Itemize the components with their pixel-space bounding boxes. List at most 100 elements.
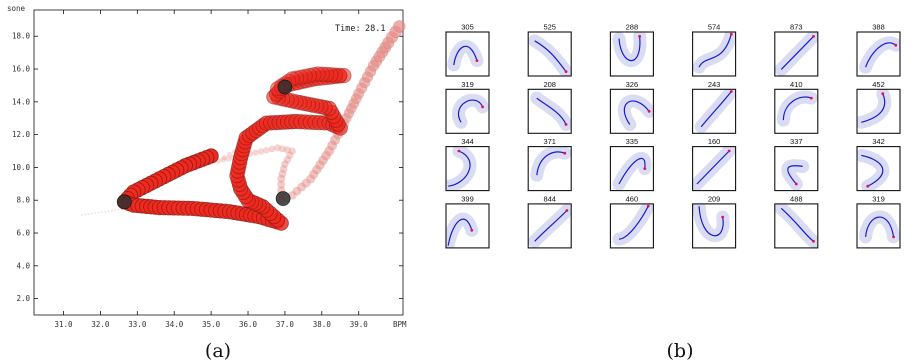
trajectory-curve bbox=[782, 96, 812, 121]
thumbnail-label: 335 bbox=[626, 137, 639, 146]
trajectory-endpoint bbox=[457, 149, 461, 153]
caption-a: (a) bbox=[205, 340, 231, 362]
highlight-point bbox=[277, 79, 293, 95]
thumbnail-plot bbox=[774, 32, 818, 76]
trajectory-endpoint bbox=[812, 239, 815, 243]
trajectory-curve bbox=[448, 150, 471, 187]
trail-point bbox=[279, 165, 288, 174]
trajectory-halo bbox=[528, 34, 572, 76]
trajectory-curve bbox=[618, 205, 649, 240]
trajectory-curve bbox=[536, 151, 565, 176]
x-tick-label: 34.0 bbox=[165, 320, 184, 329]
trail-point bbox=[277, 174, 286, 183]
thumbnail-frame bbox=[445, 31, 490, 77]
trail-point bbox=[225, 155, 232, 162]
x-axis-a: 31.0 32.0 33.0 34.0 35.0 36.0 37.0 38.0 39.0 bbox=[54, 10, 368, 329]
thumbnail-frame bbox=[609, 203, 654, 249]
trajectory-halo bbox=[452, 93, 489, 129]
trajectory-endpoint bbox=[564, 70, 568, 73]
thumbnail-plot bbox=[446, 212, 479, 248]
thumbnail-frame bbox=[609, 88, 654, 134]
thumbnail-label: 208 bbox=[543, 80, 556, 89]
thumbnail-frame bbox=[856, 146, 901, 192]
trail-point bbox=[292, 186, 302, 196]
thumbnail-frame bbox=[856, 31, 901, 77]
trajectory-endpoint bbox=[809, 96, 813, 100]
trajectory-curve bbox=[787, 165, 803, 185]
thumbnail-plot bbox=[612, 151, 652, 191]
main-series bbox=[116, 66, 352, 231]
x-tick-label: 33.0 bbox=[128, 320, 147, 329]
thumbnail-frame bbox=[445, 88, 490, 134]
trail-point bbox=[288, 147, 297, 155]
thumbnail-panel: 844 bbox=[527, 194, 572, 249]
trail-point bbox=[114, 209, 116, 211]
thumbnail-panel: 488 bbox=[774, 194, 819, 249]
trajectory-endpoint bbox=[646, 204, 650, 208]
trajectory-endpoint bbox=[729, 90, 733, 93]
thumbnail-plot bbox=[530, 91, 572, 131]
y-tick-label: 16.0 bbox=[12, 65, 31, 74]
trajectory-curve bbox=[865, 42, 897, 68]
chart-b: 305 525 288 574 873 388 319 208 326 243 410 452 344 3… bbox=[445, 23, 901, 249]
thumbnail-panel: 305 bbox=[445, 23, 490, 77]
trajectory-curve bbox=[534, 40, 567, 72]
trajectory-endpoint bbox=[647, 109, 651, 113]
caption-b: (b) bbox=[667, 340, 694, 362]
thumbnail-frame bbox=[692, 146, 737, 192]
trail-point bbox=[273, 144, 282, 152]
trajectory-halo bbox=[447, 40, 484, 72]
trail-point bbox=[104, 210, 107, 213]
trajectory-endpoint bbox=[470, 228, 474, 232]
thumbnail-panel: 452 bbox=[856, 80, 901, 134]
thumbnail-label: 371 bbox=[543, 137, 556, 146]
trajectory-halo bbox=[692, 203, 730, 243]
thumbnail-frame bbox=[774, 88, 819, 134]
highlight-series bbox=[117, 79, 293, 210]
thumbnail-label: 305 bbox=[461, 23, 474, 32]
time-annotation: Time: 28.1 bbox=[335, 24, 385, 34]
trail-point bbox=[117, 208, 120, 211]
thumbnail-label: 388 bbox=[872, 23, 885, 32]
trajectory-endpoint bbox=[727, 149, 731, 153]
thumbnail-frame bbox=[692, 203, 737, 249]
thumbnail-panel: 160 bbox=[692, 137, 737, 192]
y-tick-label: 10.0 bbox=[12, 163, 31, 172]
thumbnail-frame bbox=[609, 31, 654, 77]
thumbnail-frame bbox=[856, 203, 901, 249]
thumbnail-frame bbox=[445, 146, 490, 192]
trail-point bbox=[220, 157, 227, 163]
trajectory-curve bbox=[453, 45, 478, 66]
thumbnail-label: 160 bbox=[708, 137, 721, 146]
trajectory-endpoint bbox=[866, 184, 870, 188]
trail-point bbox=[107, 210, 110, 212]
thumbnail-panel: 371 bbox=[527, 137, 572, 192]
thumbnail-plot bbox=[452, 93, 489, 129]
trajectory-curve bbox=[536, 97, 567, 125]
trajectory-curve bbox=[780, 35, 814, 70]
thumbnail-plot bbox=[528, 34, 572, 76]
highlight-point bbox=[117, 194, 132, 210]
thumbnail-plot bbox=[612, 203, 654, 246]
thumbnail-frame bbox=[774, 203, 819, 249]
thumbnail-label: 460 bbox=[626, 194, 639, 203]
trail-point bbox=[283, 155, 292, 164]
y-tick-label: 8.0 bbox=[16, 196, 30, 205]
trail-point bbox=[111, 209, 113, 212]
trajectory-curve bbox=[698, 206, 724, 237]
trajectory-halo bbox=[776, 90, 818, 127]
trail-point bbox=[227, 151, 233, 157]
trail-point bbox=[263, 146, 270, 154]
trail-point bbox=[221, 154, 227, 161]
trail-point bbox=[268, 145, 276, 153]
trail-point bbox=[84, 213, 87, 216]
trail-point bbox=[278, 145, 287, 153]
trajectory-endpoint bbox=[729, 32, 733, 36]
trajectory-endpoint bbox=[475, 59, 479, 62]
thumbnail-label: 574 bbox=[708, 23, 721, 32]
thumbnail-label: 243 bbox=[708, 80, 721, 89]
trail-point bbox=[297, 182, 307, 192]
thumbnail-panel: 342 bbox=[856, 137, 901, 192]
x-tick-label: 36.0 bbox=[239, 320, 258, 329]
trail-point bbox=[283, 146, 292, 154]
